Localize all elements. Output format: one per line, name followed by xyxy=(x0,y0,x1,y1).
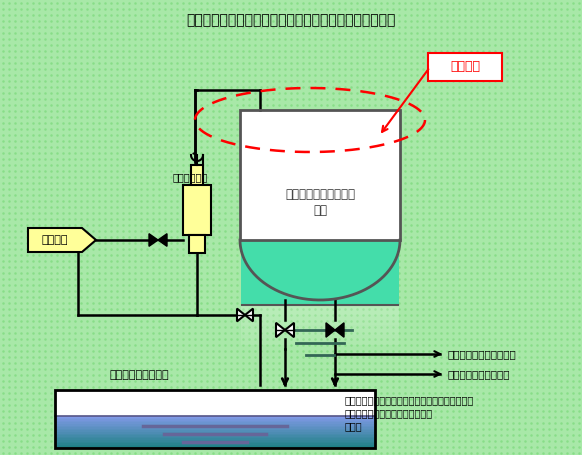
Bar xyxy=(241,315,399,320)
Bar xyxy=(55,421,375,424)
Bar xyxy=(55,430,375,433)
Bar xyxy=(191,165,203,187)
Bar xyxy=(241,335,399,340)
Polygon shape xyxy=(285,323,294,337)
Bar xyxy=(55,390,375,416)
Bar xyxy=(55,446,375,449)
Bar xyxy=(55,426,375,428)
Bar xyxy=(55,424,375,427)
Polygon shape xyxy=(326,323,335,337)
Bar xyxy=(55,434,375,436)
Bar xyxy=(241,320,399,325)
Bar xyxy=(240,110,400,240)
Bar xyxy=(241,310,399,315)
Text: 当該箇所: 当該箇所 xyxy=(450,61,480,74)
Bar xyxy=(55,439,375,441)
Text: ＊スクラバー：塩酸受入れ時に貯槽内の塩酸ガス: ＊スクラバー：塩酸受入れ時に貯槽内の塩酸ガス xyxy=(345,395,474,405)
Bar xyxy=(55,418,375,420)
Bar xyxy=(55,442,375,444)
Bar xyxy=(241,325,399,330)
Text: 所内用水: 所内用水 xyxy=(42,235,68,245)
Bar xyxy=(183,185,211,235)
Polygon shape xyxy=(28,228,96,252)
Polygon shape xyxy=(240,240,400,300)
Text: 復水脱塩装置中和槽: 復水脱塩装置中和槽 xyxy=(110,370,169,380)
Text: 復水脱塩装置塩酸計量槽: 復水脱塩装置塩酸計量槽 xyxy=(448,349,517,359)
Bar xyxy=(241,240,399,305)
Text: 復水脱塩装置塩酸貯槽: 復水脱塩装置塩酸貯槽 xyxy=(285,188,355,202)
Bar xyxy=(241,330,399,335)
Bar xyxy=(55,437,375,440)
Bar xyxy=(55,443,375,446)
Bar xyxy=(241,340,399,345)
Bar xyxy=(55,445,375,447)
Bar xyxy=(240,110,400,240)
Bar xyxy=(241,305,399,310)
Text: 中和用塩酸供給ポンプ: 中和用塩酸供給ポンプ xyxy=(448,369,510,379)
Text: １号: １号 xyxy=(313,203,327,217)
Polygon shape xyxy=(149,234,158,246)
Bar xyxy=(55,390,375,448)
Polygon shape xyxy=(240,240,400,300)
Bar xyxy=(55,423,375,425)
Polygon shape xyxy=(237,308,245,321)
Bar xyxy=(55,432,375,435)
Polygon shape xyxy=(276,323,285,337)
Bar xyxy=(55,429,375,431)
Polygon shape xyxy=(158,234,167,246)
Bar xyxy=(55,440,375,443)
Text: 伊方発電所１号機　復水脱塩装置塩酸貯槽まわり概略図: 伊方発電所１号機 復水脱塩装置塩酸貯槽まわり概略図 xyxy=(186,13,396,27)
Text: ＊スクラバー: ＊スクラバー xyxy=(173,172,208,182)
Bar xyxy=(55,420,375,422)
Bar xyxy=(55,427,375,430)
Polygon shape xyxy=(245,308,253,321)
FancyBboxPatch shape xyxy=(428,53,502,81)
Bar xyxy=(189,235,205,253)
Bar xyxy=(55,435,375,438)
Bar xyxy=(55,416,375,419)
Polygon shape xyxy=(335,323,344,337)
Text: る設置: る設置 xyxy=(345,421,363,431)
Text: を所内用水に吸着させて、回収す: を所内用水に吸着させて、回収す xyxy=(345,408,433,418)
